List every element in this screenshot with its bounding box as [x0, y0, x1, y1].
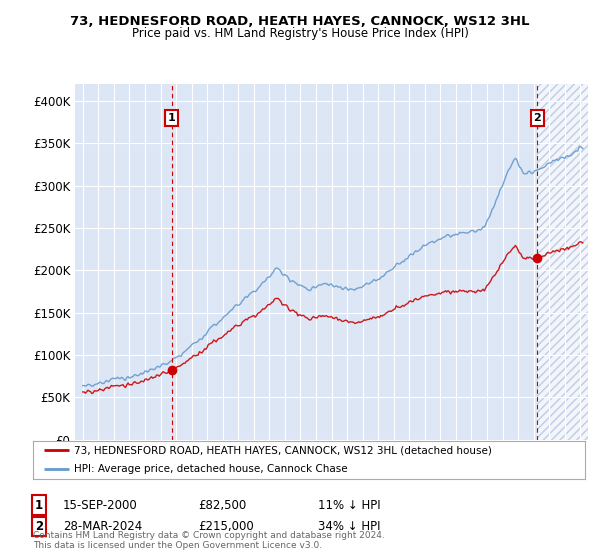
Text: 73, HEDNESFORD ROAD, HEATH HAYES, CANNOCK, WS12 3HL (detached house): 73, HEDNESFORD ROAD, HEATH HAYES, CANNOC… [74, 445, 492, 455]
Text: 15-SEP-2000: 15-SEP-2000 [63, 498, 138, 512]
Text: Price paid vs. HM Land Registry's House Price Index (HPI): Price paid vs. HM Land Registry's House … [131, 27, 469, 40]
Text: £82,500: £82,500 [198, 498, 246, 512]
Text: 11% ↓ HPI: 11% ↓ HPI [318, 498, 380, 512]
Text: 2: 2 [35, 520, 43, 533]
Text: £215,000: £215,000 [198, 520, 254, 533]
Text: 2: 2 [533, 113, 541, 123]
Bar [537, 84, 600, 440]
Text: 1: 1 [167, 113, 175, 123]
Bar [537, 84, 600, 440]
Text: 34% ↓ HPI: 34% ↓ HPI [318, 520, 380, 533]
Bar [537, 84, 596, 440]
Text: HPI: Average price, detached house, Cannock Chase: HPI: Average price, detached house, Cann… [74, 464, 348, 474]
Text: 1: 1 [35, 498, 43, 512]
Text: 73, HEDNESFORD ROAD, HEATH HAYES, CANNOCK, WS12 3HL: 73, HEDNESFORD ROAD, HEATH HAYES, CANNOC… [70, 15, 530, 28]
Text: 28-MAR-2024: 28-MAR-2024 [63, 520, 142, 533]
Text: Contains HM Land Registry data © Crown copyright and database right 2024.
This d: Contains HM Land Registry data © Crown c… [33, 530, 385, 550]
